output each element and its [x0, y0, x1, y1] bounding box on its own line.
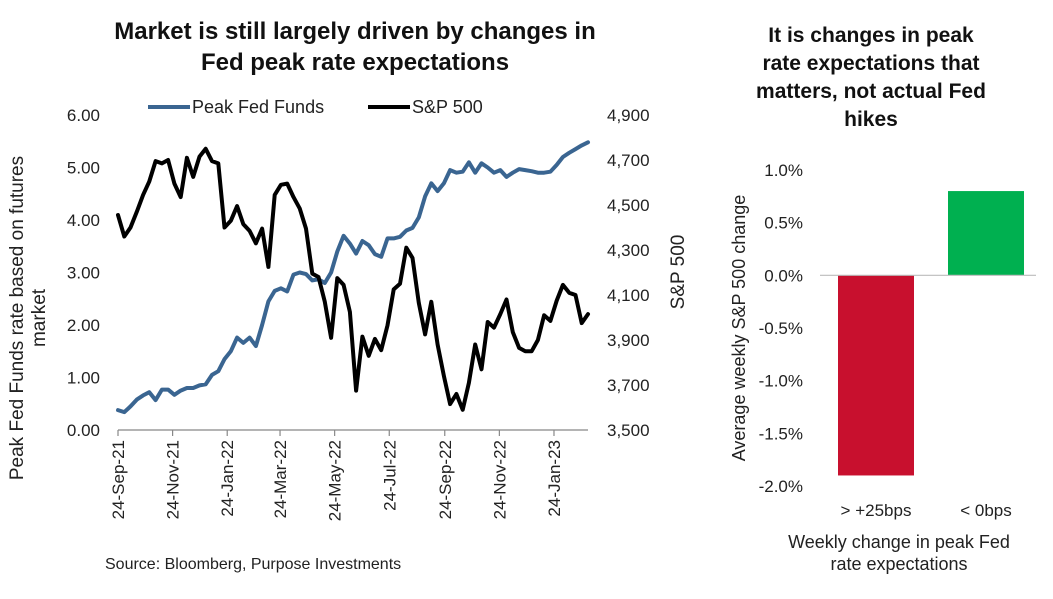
bar — [948, 191, 1024, 276]
right-chart-title-line: rate expectations that — [762, 52, 980, 75]
bar-category-label: < 0bps — [960, 501, 1012, 520]
x-tick-label: 24-Nov-22 — [490, 440, 509, 519]
right-chart-title: It is changes in peak rate expectations … — [712, 22, 1030, 134]
bar-y-tick-label: 1.0% — [764, 161, 803, 180]
bar-category-label: > +25bps — [841, 501, 912, 520]
left-chart-title: Market is still largely driven by change… — [40, 16, 670, 78]
right-chart-title-line: It is changes in peak — [768, 24, 974, 47]
series-line-peak-fed-funds — [116, 140, 590, 415]
series-line-sp500 — [116, 146, 590, 412]
bar-y-tick-label: -1.0% — [759, 372, 803, 391]
y-axis-left-label-line: market — [29, 288, 50, 347]
y-left-tick-label: 0.00 — [67, 421, 100, 440]
bar-y-tick-label: 0.5% — [764, 214, 803, 233]
y-left-tick-label: 5.00 — [67, 159, 100, 178]
y-right-tick-label: 4,300 — [607, 241, 650, 260]
y-axis-left-label: Peak Fed Funds rate based on futuresmark… — [7, 156, 50, 480]
legend-label-sp500: S&P 500 — [412, 97, 483, 117]
bar-chart: -2.0% -1.5% -1.0% -0.5% 0.0% 0.5% 1.0% > +25bp… — [729, 161, 1036, 574]
y-right-tick-label: 4,700 — [607, 151, 650, 170]
left-chart-title-line: Fed peak rate expectations — [200, 49, 510, 76]
bar-y-tick-label: -1.5% — [759, 424, 803, 443]
x-tick-label: 24-Jan-22 — [218, 440, 237, 517]
x-tick-label: 24-Sep-21 — [109, 440, 128, 519]
source-note: Source: Bloomberg, Purpose Investments — [105, 556, 402, 573]
legend: Peak Fed Funds S&P 500 — [148, 97, 483, 117]
bar-y-axis-label: Average weekly S&P 500 change — [729, 195, 749, 462]
bar-y-tick-label: -0.5% — [759, 319, 803, 338]
bar-x-axis-label-line: Weekly change in peak Fed — [788, 532, 1010, 552]
line-chart: Peak Fed Funds S&P 500 0.00 1.00 2.00 3.00 4… — [7, 97, 689, 521]
y-right-tick-label: 3,700 — [607, 376, 650, 395]
bar-y-tick-label: 0.0% — [764, 266, 803, 285]
left-chart-title-line: Market is still largely driven by change… — [114, 18, 596, 45]
x-tick-label: 24-Jul-22 — [380, 440, 399, 511]
x-tick-label: 24-Sep-22 — [436, 440, 455, 519]
y-right-tick-label: 4,100 — [607, 286, 650, 305]
y-left-tick-label: 4.00 — [67, 211, 100, 230]
x-tick-label: 24-May-22 — [326, 440, 345, 521]
bar-y-tick-label: -2.0% — [759, 477, 803, 496]
y-left-tick-label: 3.00 — [67, 264, 100, 283]
y-right-tick-label: 4,900 — [607, 106, 650, 125]
bar — [838, 275, 914, 476]
y-right-tick-label: 3,500 — [607, 421, 650, 440]
bar-x-axis-label-line: rate expectations — [830, 554, 967, 574]
right-chart-title-line: matters, not actual Fed — [756, 80, 986, 103]
x-tick-label: 24-Jan-23 — [545, 440, 564, 517]
y-right-tick-label: 4,500 — [607, 196, 650, 215]
legend-label-peak-fed-funds: Peak Fed Funds — [192, 97, 324, 117]
y-axis-left-label-line: Peak Fed Funds rate based on futures — [7, 156, 28, 480]
y-left-tick-label: 1.00 — [67, 369, 100, 388]
x-tick-label: 24-Mar-22 — [271, 440, 290, 518]
right-chart-title-line: hikes — [844, 108, 898, 131]
y-right-tick-label: 3,900 — [607, 331, 650, 350]
y-left-tick-label: 6.00 — [67, 106, 100, 125]
y-axis-right-label: S&P 500 — [668, 235, 689, 310]
x-tick-label: 24-Nov-21 — [164, 440, 183, 519]
y-left-tick-label: 2.00 — [67, 316, 100, 335]
